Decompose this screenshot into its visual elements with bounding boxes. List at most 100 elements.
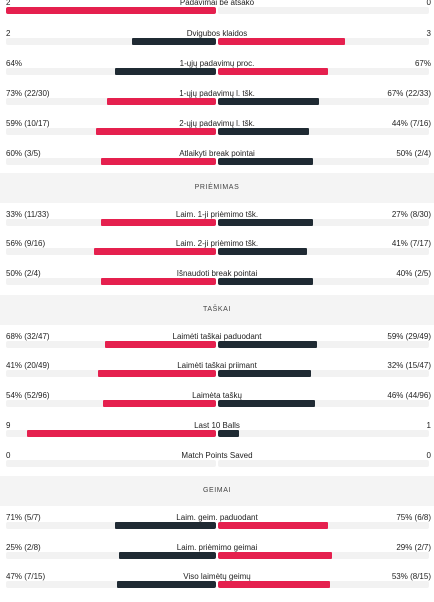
stat-left-bar [94, 248, 216, 255]
stat-row-total-games-won: 47% (7/15) Viso laimėtų geimų 53% (8/15) [0, 572, 434, 602]
stat-right-track [218, 38, 429, 45]
stat-right-bar [218, 581, 330, 588]
stat-right-value: 50% (2/4) [396, 149, 431, 158]
stat-label: Laimėti taškai priimant [177, 361, 257, 370]
stat-right-track [218, 522, 429, 529]
stat-left-bar [100, 278, 216, 285]
stat-right-track [218, 128, 429, 135]
stat-left-value: 54% (52/96) [6, 391, 50, 400]
stat-right-bar [218, 400, 316, 407]
stat-left-bar [102, 400, 216, 407]
stat-row-double-faults: 2 Dvigubos klaidos 3 [0, 29, 434, 59]
stat-row-break-points-saved: 60% (3/5) Atlaikyti break pointai 50% (2… [0, 149, 434, 179]
stat-right-track [218, 219, 429, 226]
stat-right-value: 1 [426, 421, 431, 430]
stat-label: Last 10 Balls [194, 421, 240, 430]
stat-left-bar [98, 370, 216, 377]
stat-left-track [6, 219, 216, 226]
stat-row-second-serve-won: 59% (10/17) 2-ųjų padavimų l. tšk. 44% (… [0, 119, 434, 149]
stat-right-bar [218, 219, 313, 226]
stat-right-value: 32% (15/47) [387, 361, 431, 370]
stat-left-value: 60% (3/5) [6, 149, 41, 158]
stat-right-value: 67% [414, 59, 431, 68]
stat-row-first-return-won: 33% (11/33) Laim. 1-ji priėmimo tšk. 27%… [0, 210, 434, 240]
stat-right-value: 59% (29/49) [387, 332, 431, 341]
stat-left-bar [27, 430, 216, 437]
stat-right-track [218, 98, 429, 105]
stat-right-value: 27% (8/30) [391, 210, 431, 219]
stat-right-value: 67% (22/33) [387, 89, 431, 98]
stat-row-first-serve-pct: 64% 1-ųjų padavimų proc. 67% [0, 59, 434, 89]
stat-left-bar [119, 552, 216, 559]
stat-left-bar [6, 7, 216, 14]
stat-row-return-games-won: 25% (2/8) Laim. priėmimo geimai 29% (2/7… [0, 543, 434, 573]
stat-left-bar [115, 522, 216, 529]
stat-left-track [6, 278, 216, 285]
stat-left-bar [100, 219, 216, 226]
stat-left-value: 56% (9/16) [6, 239, 46, 248]
stat-left-track [6, 38, 216, 45]
stat-left-track [6, 7, 216, 14]
stat-left-value: 33% (11/33) [6, 210, 49, 219]
stat-right-bar [218, 341, 318, 348]
stat-row-service-games-won: 71% (5/7) Laim. geim. paduodant 75% (6/8… [0, 513, 434, 543]
stat-right-track [218, 158, 429, 165]
stat-right-track [218, 341, 429, 348]
stat-left-value: 47% (7/15) [6, 572, 46, 581]
stat-right-bar [218, 522, 328, 529]
stat-left-value: 25% (2/8) [6, 543, 41, 552]
stat-left-track [6, 430, 216, 437]
section-header-points: TAŠKAI [0, 295, 434, 325]
stat-right-bar [218, 370, 311, 377]
stat-left-value: 59% (10/17) [6, 119, 50, 128]
stat-label: 2-ųjų padavimų l. tšk. [179, 119, 255, 128]
stat-label: Laim. 1-ji priėmimo tšk. [175, 210, 259, 219]
stat-left-value: 2 [6, 29, 11, 38]
stat-right-bar [218, 248, 307, 255]
stat-right-track [218, 430, 429, 437]
stat-left-value: 9 [6, 421, 11, 430]
stat-left-track [6, 370, 216, 377]
stat-row-match-points-saved: 0 Match Points Saved 0 [0, 451, 434, 481]
stat-right-track [218, 248, 429, 255]
stat-left-bar [106, 98, 216, 105]
stat-label: Match Points Saved [181, 451, 253, 460]
stat-right-value: 40% (2/5) [396, 269, 431, 278]
stat-label: Laim. 2-ji priėmimo tšk. [175, 239, 259, 248]
stat-left-value: 0 [6, 451, 11, 460]
section-header-games: GEIMAI [0, 476, 434, 506]
stat-right-bar [218, 430, 240, 437]
stat-right-value: 46% (44/96) [387, 391, 431, 400]
stat-right-bar [218, 552, 332, 559]
stat-left-track [6, 581, 216, 588]
stat-left-track [6, 400, 216, 407]
stat-row-break-points-converted: 50% (2/4) Išnaudoti break pointai 40% (2… [0, 269, 434, 299]
stat-right-value: 0 [426, 0, 431, 7]
stat-label: Padavimai be atsako [179, 0, 255, 7]
stat-left-value: 2 [6, 0, 11, 7]
stat-label: Dvigubos klaidos [186, 29, 248, 38]
stat-left-value: 71% (5/7) [6, 513, 41, 522]
stat-label: Laimėti taškai paduodant [172, 332, 262, 341]
stat-left-track [6, 128, 216, 135]
stat-row-second-return-won: 56% (9/16) Laim. 2-ji priėmimo tšk. 41% … [0, 239, 434, 269]
stat-right-track [218, 278, 429, 285]
stat-label: Viso laimėtų geimų [183, 572, 251, 581]
stat-right-bar [218, 38, 345, 45]
stat-row-aces: 2 Padavimai be atsako 0 [0, 0, 434, 28]
stat-left-bar [100, 158, 216, 165]
stat-right-value: 3 [426, 29, 431, 38]
stat-label: Laimėta taškų [192, 391, 242, 400]
section-header-return: PRIĖMIMAS [0, 173, 434, 203]
stat-right-value: 41% (7/17) [391, 239, 431, 248]
stat-left-value: 73% (22/30) [6, 89, 50, 98]
stat-right-value: 75% (6/8) [396, 513, 431, 522]
stat-left-track [6, 460, 216, 467]
stat-left-track [6, 98, 216, 105]
stat-row-return-points-won: 41% (20/49) Laimėti taškai priimant 32% … [0, 361, 434, 391]
stat-left-track [6, 552, 216, 559]
stat-label: Laim. priėmimo geimai [176, 543, 258, 552]
stat-label: Išnaudoti break pointai [176, 269, 258, 278]
stat-left-track [6, 522, 216, 529]
stat-left-bar [115, 68, 216, 75]
